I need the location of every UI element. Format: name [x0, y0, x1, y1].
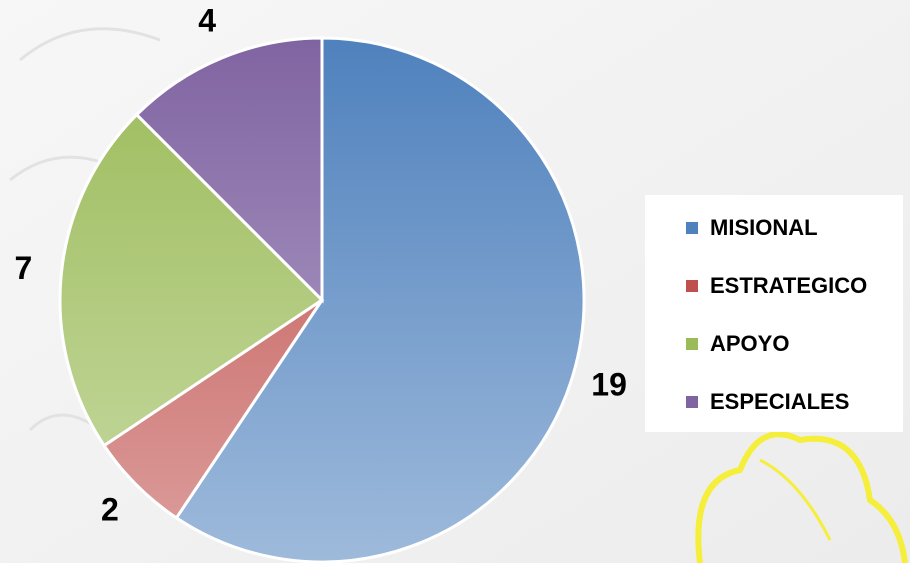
chart: 19 2 7 4 MISIONAL ESTRATEGICO APOYO ESPECIALES: [0, 0, 910, 563]
legend-label: MISIONAL: [710, 215, 818, 240]
data-label: 19: [591, 367, 627, 403]
legend-label: APOYO: [710, 331, 789, 356]
data-label: 2: [101, 492, 119, 528]
data-label: 4: [198, 2, 216, 38]
legend-swatch: [686, 396, 698, 408]
legend-swatch: [686, 280, 698, 292]
legend-label: ESPECIALES: [710, 389, 849, 414]
legend-swatch: [686, 338, 698, 350]
legend-label: ESTRATEGICO: [710, 273, 867, 298]
page: {"chart_data": {"type": "pie", "categori…: [0, 0, 910, 563]
data-label: 7: [15, 250, 33, 286]
legend-swatch: [686, 222, 698, 234]
